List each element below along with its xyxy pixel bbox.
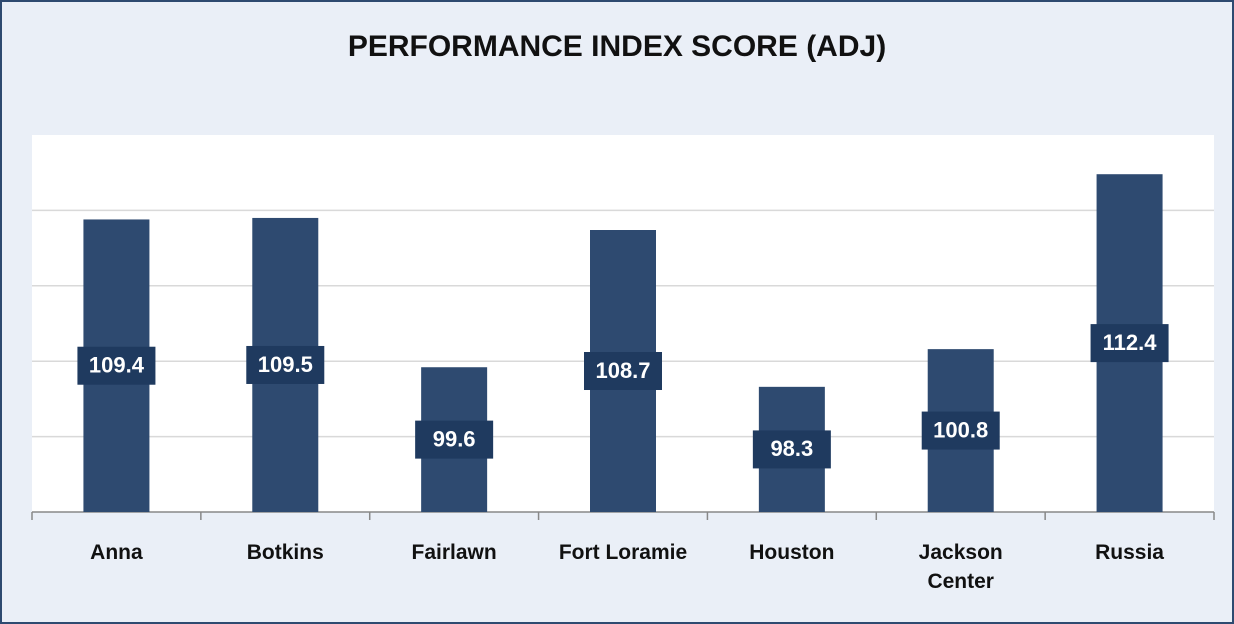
- value-label-box: [752, 430, 831, 469]
- x-tick-label: Russia: [1095, 541, 1164, 564]
- x-tick-label: Fort Loramie: [558, 541, 688, 564]
- value-label-box: [415, 420, 494, 459]
- value-label-box: [921, 411, 1000, 450]
- value-label: 109.4: [89, 353, 145, 378]
- x-tick-label: Botkins: [246, 541, 324, 564]
- value-label: 109.5: [258, 352, 313, 377]
- value-label-box: [77, 346, 156, 385]
- value-label: 108.7: [595, 358, 650, 383]
- x-tick-label: Anna: [90, 541, 143, 564]
- x-tick-label: Fairlawn: [411, 541, 497, 564]
- value-label: 98.3: [770, 436, 813, 461]
- value-label: 112.4: [1103, 330, 1158, 355]
- value-label-box: [584, 352, 662, 391]
- chart-title: PERFORMANCE INDEX SCORE (ADJ): [348, 30, 886, 63]
- x-tick-label: Jackson Center: [918, 541, 1003, 593]
- value-label-box: [246, 345, 325, 384]
- value-label: 100.8: [933, 417, 988, 442]
- value-label: 99.6: [433, 426, 476, 451]
- x-tick-label: Houston: [749, 541, 835, 564]
- value-label-box: [1090, 324, 1169, 363]
